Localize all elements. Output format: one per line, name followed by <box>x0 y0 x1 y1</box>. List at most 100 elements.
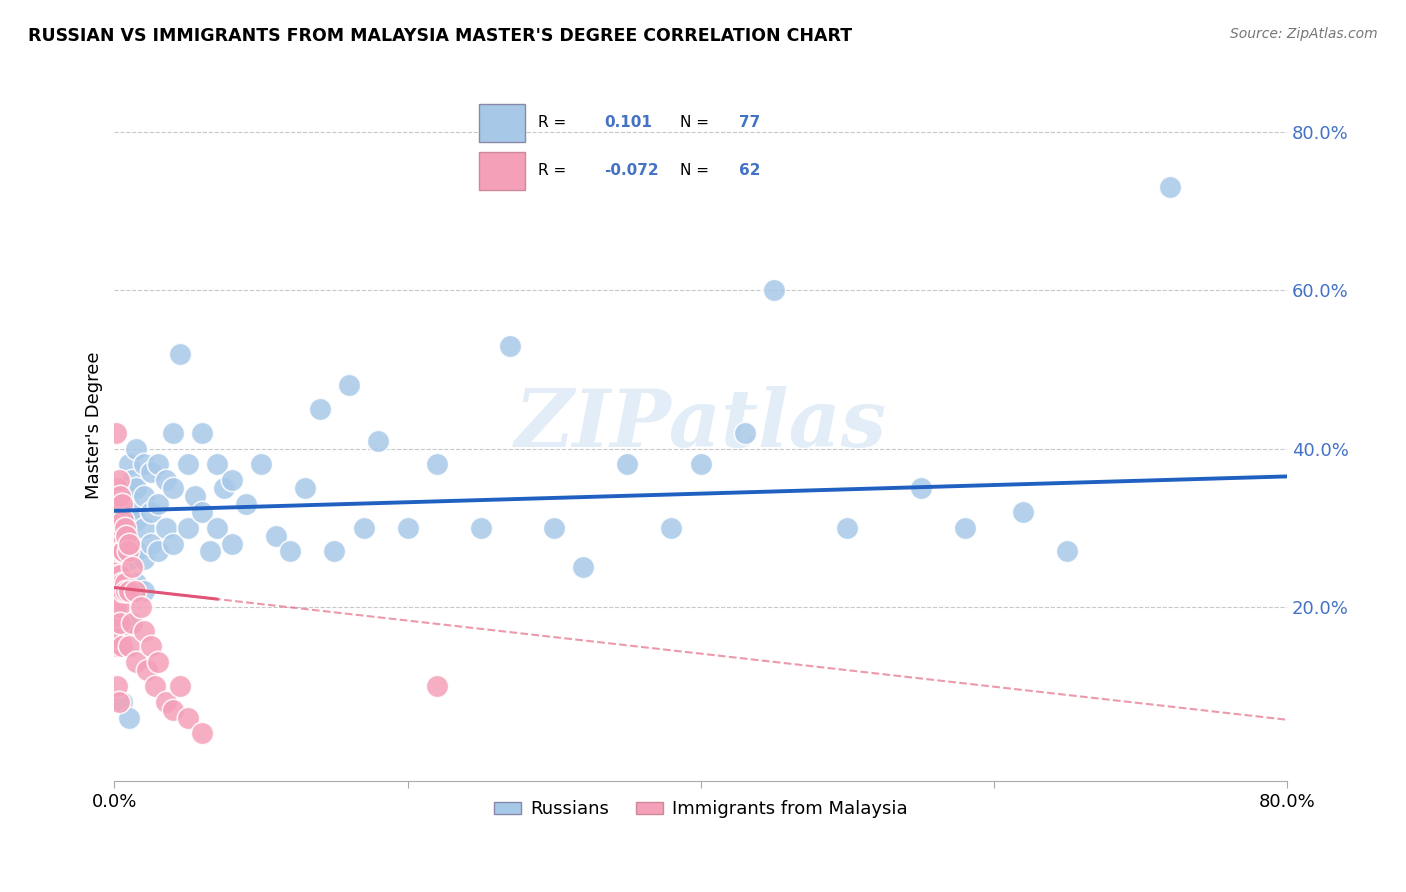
Point <box>105 640 128 654</box>
Point <box>125 576 148 591</box>
Point <box>125 544 148 558</box>
Point <box>108 497 131 511</box>
Point <box>105 505 128 519</box>
Point <box>105 481 128 495</box>
Point <box>148 497 170 511</box>
Text: ZIPatlas: ZIPatlas <box>515 386 887 464</box>
Point <box>105 560 128 574</box>
Point <box>191 425 214 440</box>
Point <box>114 521 136 535</box>
Point <box>132 584 155 599</box>
Point <box>543 521 565 535</box>
Point <box>104 615 127 630</box>
Point <box>105 615 128 630</box>
Point <box>734 425 756 440</box>
Point <box>139 640 162 654</box>
Point <box>110 568 132 582</box>
Point <box>132 624 155 638</box>
Point <box>104 505 127 519</box>
Point <box>104 425 127 440</box>
Point <box>121 544 143 558</box>
Point <box>205 521 228 535</box>
Point <box>108 599 131 614</box>
Point <box>118 489 141 503</box>
Point <box>104 528 127 542</box>
Text: Source: ZipAtlas.com: Source: ZipAtlas.com <box>1230 27 1378 41</box>
Point <box>118 458 141 472</box>
Point <box>139 465 162 479</box>
Point <box>118 552 141 566</box>
Point <box>367 434 389 448</box>
Point <box>104 576 127 591</box>
Point <box>114 576 136 591</box>
Point <box>117 544 139 558</box>
Point <box>572 560 595 574</box>
Point <box>661 521 683 535</box>
Point <box>115 584 138 599</box>
Point <box>139 505 162 519</box>
Point <box>426 458 449 472</box>
Point <box>235 497 257 511</box>
Point <box>426 679 449 693</box>
Point <box>121 505 143 519</box>
Point <box>837 521 859 535</box>
Point <box>294 481 316 495</box>
Point <box>191 726 214 740</box>
Point <box>910 481 932 495</box>
Point <box>125 513 148 527</box>
Point <box>129 599 152 614</box>
Point <box>105 536 128 550</box>
Point <box>162 536 184 550</box>
Point <box>108 695 131 709</box>
Point <box>104 560 127 574</box>
Point <box>155 521 177 535</box>
Point <box>155 695 177 709</box>
Y-axis label: Master's Degree: Master's Degree <box>86 351 103 499</box>
Point <box>111 576 134 591</box>
Point <box>184 489 207 503</box>
Point <box>953 521 976 535</box>
Point <box>111 521 134 535</box>
Point <box>112 584 135 599</box>
Point <box>396 521 419 535</box>
Point <box>118 584 141 599</box>
Point <box>132 521 155 535</box>
Point <box>118 711 141 725</box>
Point <box>162 481 184 495</box>
Point <box>177 711 200 725</box>
Point <box>250 458 273 472</box>
Point <box>112 513 135 527</box>
Point <box>110 513 132 527</box>
Point <box>108 568 131 582</box>
Point <box>148 458 170 472</box>
Legend: Russians, Immigrants from Malaysia: Russians, Immigrants from Malaysia <box>486 793 915 825</box>
Text: RUSSIAN VS IMMIGRANTS FROM MALAYSIA MASTER'S DEGREE CORRELATION CHART: RUSSIAN VS IMMIGRANTS FROM MALAYSIA MAST… <box>28 27 852 45</box>
Point <box>221 473 243 487</box>
Point <box>221 536 243 550</box>
Point <box>278 544 301 558</box>
Point <box>110 536 132 550</box>
Point <box>308 401 330 416</box>
Point <box>763 283 786 297</box>
Point <box>125 442 148 456</box>
Point <box>104 599 127 614</box>
Point <box>145 679 167 693</box>
Point <box>115 615 138 630</box>
Point <box>1012 505 1035 519</box>
Point <box>118 536 141 550</box>
Point <box>125 655 148 669</box>
Point <box>110 489 132 503</box>
Point <box>1159 180 1181 194</box>
Point <box>132 458 155 472</box>
Point <box>139 536 162 550</box>
Point <box>148 655 170 669</box>
Point <box>111 584 134 599</box>
Point <box>198 544 221 558</box>
Point <box>115 536 138 550</box>
Point <box>105 521 128 535</box>
Point <box>115 528 138 542</box>
Point <box>177 458 200 472</box>
Point <box>135 663 157 677</box>
Point <box>108 544 131 558</box>
Point <box>111 544 134 558</box>
